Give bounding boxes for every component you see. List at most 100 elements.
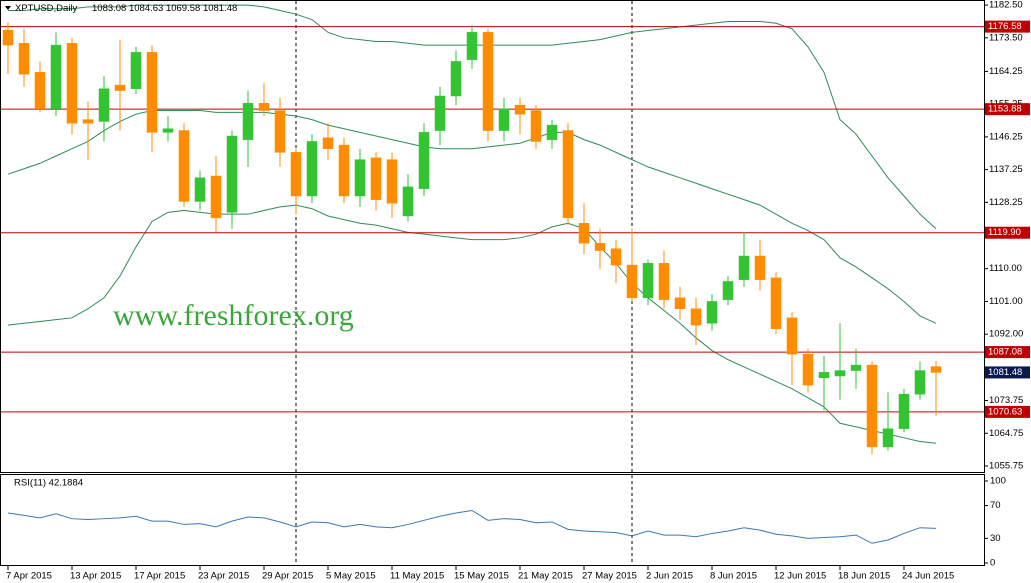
y-tick-label: 1073.75 (989, 395, 1023, 406)
candle-body (162, 128, 174, 133)
candle-body (242, 103, 254, 140)
level-box (985, 226, 1030, 239)
rsi-label: RSI(11) 42.1884 (14, 478, 83, 489)
y-tick-label: 1110.00 (989, 263, 1022, 274)
candle-body (674, 297, 686, 309)
band-lower (7, 204, 937, 444)
candle-body (546, 124, 558, 140)
candle-body (930, 366, 942, 373)
candle-body (258, 103, 270, 111)
candle-body (226, 135, 238, 213)
level-box (985, 103, 1030, 116)
rsi-tick-label: 70 (990, 500, 1001, 511)
candle-body (50, 44, 62, 109)
candle-body (530, 110, 542, 142)
candle-body (370, 157, 382, 200)
x-tick-label: 17 Apr 2015 (134, 571, 185, 582)
candle-body (690, 308, 702, 326)
level-label: 1119.90 (988, 227, 1021, 238)
candle-body (594, 243, 606, 251)
x-tick-label: 8 Jun 2015 (710, 571, 757, 582)
candle-body (786, 317, 798, 355)
y-tick-label: 1101.00 (989, 296, 1023, 307)
x-tick-label: 29 Apr 2015 (262, 571, 313, 582)
candle-body (306, 141, 318, 197)
level-label: 1087.08 (988, 347, 1022, 358)
x-tick-label: 18 Jun 2015 (838, 571, 890, 582)
y-tick-label: 1173.50 (989, 32, 1023, 43)
x-tick-label: 27 May 2015 (582, 571, 637, 582)
rsi-tick-label: 100 (990, 475, 1006, 486)
candle-body (482, 32, 494, 131)
candle-body (2, 29, 14, 46)
candle-body (866, 364, 878, 448)
axis-layer: 1182.501173.501164.251155.251146.251137.… (6, 0, 1030, 582)
candle-body (578, 223, 590, 244)
candle-body (290, 152, 302, 197)
candles-layer (2, 22, 942, 455)
x-tick-label: 15 May 2015 (454, 571, 509, 582)
last-price-box (985, 366, 1030, 379)
level-label: 1070.63 (988, 406, 1022, 417)
candle-body (194, 177, 206, 202)
level-box (985, 346, 1030, 359)
candle-body (418, 132, 430, 189)
last-price-label: 1081.48 (988, 367, 1022, 378)
candle-body (146, 52, 158, 133)
candle-body (754, 255, 766, 280)
rsi-tick-label: 30 (990, 533, 1001, 544)
candle-body (738, 255, 750, 280)
candle-body (434, 95, 446, 131)
x-tick-label: 7 Apr 2015 (6, 571, 52, 582)
candle-body (386, 159, 398, 204)
candle-body (898, 393, 910, 429)
x-tick-label: 12 Jun 2015 (774, 571, 826, 582)
candle-body (562, 130, 574, 219)
y-tick-label: 1137.25 (989, 164, 1023, 175)
candle-body (66, 43, 78, 124)
menu-triangle (5, 6, 11, 10)
candle-body (770, 277, 782, 329)
candle-body (818, 372, 830, 379)
level-box (985, 20, 1030, 33)
candle-body (658, 263, 670, 300)
candle-body (82, 119, 94, 124)
rsi-line (7, 509, 937, 544)
candle-body (466, 32, 478, 60)
level-label: 1153.88 (988, 104, 1022, 115)
candle-body (130, 52, 142, 89)
candle-body (322, 137, 334, 149)
candle-body (834, 370, 846, 377)
y-tick-label: 1055.75 (989, 461, 1023, 472)
y-tick-label: 1092.00 (989, 329, 1023, 340)
candle-body (338, 144, 350, 197)
header-values: 1083.08 1084.63 1069.58 1081.48 (92, 3, 237, 14)
x-tick-label: 11 May 2015 (390, 571, 444, 582)
y-tick-label: 1182.50 (989, 0, 1023, 11)
x-tick-label: 2 Jun 2015 (646, 571, 693, 582)
candle-body (402, 186, 414, 217)
level-label: 1176.58 (988, 21, 1022, 32)
rsi-tick-label: 0 (990, 557, 995, 568)
x-tick-label: 24 Jun 2015 (902, 571, 954, 582)
candle-body (882, 428, 894, 448)
candle-body (178, 130, 190, 202)
y-tick-label: 1146.25 (989, 131, 1023, 142)
candle-body (626, 264, 638, 299)
y-tick-label: 1064.75 (989, 428, 1023, 439)
candle-body (210, 175, 222, 219)
bands-layer (7, 4, 937, 544)
rsi-panel-frame (0, 474, 985, 566)
candle-body (706, 301, 718, 324)
chart-title: XPTUSD,Daily (15, 3, 78, 14)
level-box (985, 405, 1030, 418)
candle-body (274, 110, 286, 153)
candle-body (850, 364, 862, 371)
candle-body (802, 353, 814, 386)
candle-body (34, 72, 46, 109)
candle-body (610, 248, 622, 266)
candle-body (354, 159, 366, 197)
candle-body (98, 88, 110, 122)
band-middle (7, 110, 937, 324)
